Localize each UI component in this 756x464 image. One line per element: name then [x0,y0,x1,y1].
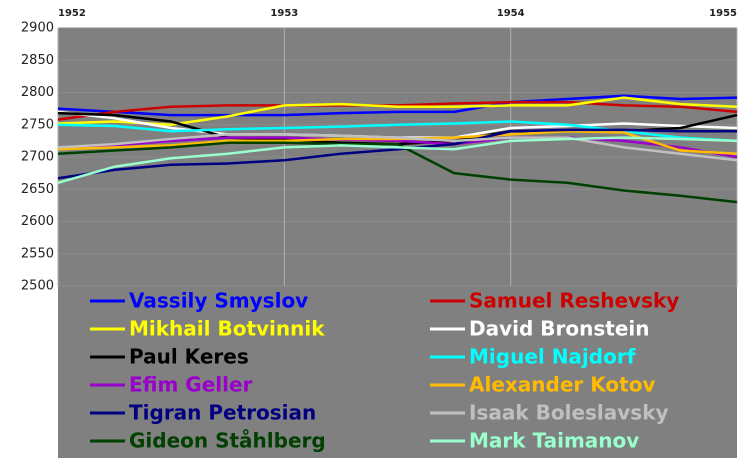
series-line [57,94,738,117]
legend-label: Alexander Kotov [469,373,655,397]
x-tick-label: 1955 [709,8,737,19]
x-tick-label: 1953 [270,8,298,19]
y-tick-label: 2700 [21,150,54,165]
series-line [57,100,738,121]
y-tick-label: 2850 [21,53,54,68]
y-tick-label: 2600 [21,214,54,229]
y-tick-label: 2500 [21,279,54,294]
y-tick-label: 2900 [21,21,54,36]
legend-label: Mikhail Botvinnik [129,317,325,341]
legend-label: Paul Keres [129,345,249,369]
series-line [57,128,737,180]
series-line [57,120,738,143]
legend-label: Gideon Ståhlberg [129,429,326,453]
legend-label: Tigran Petrosian [129,401,316,425]
x-tick-label: 1952 [58,8,86,19]
series-line [57,141,738,204]
plot-background [58,28,737,458]
legend-label: Mark Taimanov [469,429,639,453]
legend-label: Efim Geller [129,373,253,397]
y-tick-label: 2750 [21,117,54,132]
legend-label: Miguel Najdorf [469,345,636,369]
legend-label: Samuel Reshevsky [469,289,679,313]
series-line [57,96,738,126]
x-tick-label: 1954 [497,8,525,19]
y-tick-label: 2800 [21,85,54,100]
series-line [57,129,738,156]
legend-label: Isaak Boleslavsky [469,401,669,425]
y-tick-label: 2550 [21,246,54,261]
series-line [57,136,738,185]
legend-label: David Bronstein [469,317,649,341]
legend-label: Vassily Smyslov [129,289,308,313]
series-line [57,136,738,159]
y-tick-label: 2650 [21,182,54,197]
series-line [57,133,738,162]
